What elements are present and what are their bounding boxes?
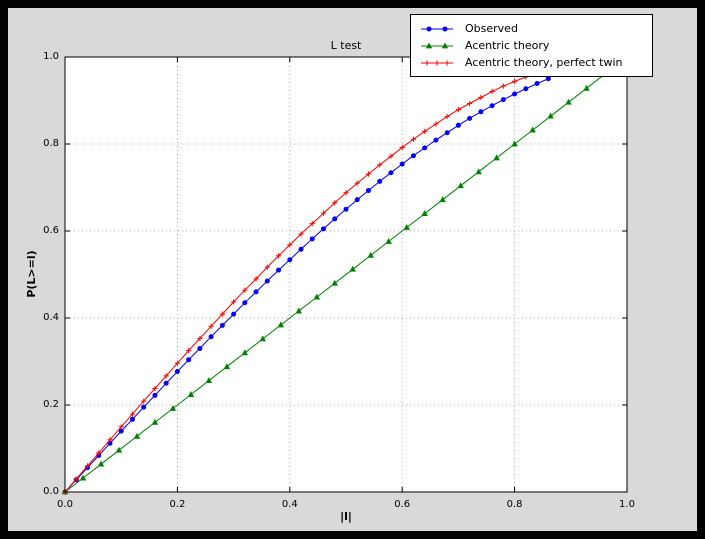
legend-label-observed: Observed xyxy=(465,22,518,35)
y-tick-label: 0.6 xyxy=(43,225,59,236)
y-tick-label: 0.8 xyxy=(43,138,59,149)
legend: Observed Acentric theory Acentric theory… xyxy=(410,14,653,77)
chart-canvas xyxy=(61,56,628,495)
y-tick-label: 0.2 xyxy=(43,399,59,410)
legend-item-observed: Observed xyxy=(419,20,644,37)
x-tick-label: 1.0 xyxy=(619,499,635,510)
x-tick-label: 0.0 xyxy=(57,499,73,510)
y-tick-label: 0.0 xyxy=(43,486,59,497)
legend-label-perfect-twin: Acentric theory, perfect twin xyxy=(465,56,623,69)
figure: L test |l| P(L>=l) Observed Acentric the… xyxy=(8,8,697,531)
legend-label-acentric-theory: Acentric theory xyxy=(465,39,550,52)
legend-key-perfect-twin-icon xyxy=(421,59,453,66)
x-tick-label: 0.2 xyxy=(169,499,186,510)
x-tick-label: 0.6 xyxy=(394,499,411,510)
x-tick-label: 0.4 xyxy=(281,499,298,510)
y-tick-label: 0.4 xyxy=(43,312,59,323)
y-tick-label: 1.0 xyxy=(43,51,59,62)
chart-title: L test xyxy=(330,39,362,52)
y-axis-label: P(L>=l) xyxy=(25,250,38,298)
legend-item-acentric-theory: Acentric theory xyxy=(419,37,644,54)
x-axis-label: |l| xyxy=(340,510,352,523)
legend-item-perfect-twin: Acentric theory, perfect twin xyxy=(419,54,644,71)
legend-key-observed-icon xyxy=(421,26,453,31)
x-tick-label: 0.8 xyxy=(506,499,523,510)
legend-key-acentric-theory-icon xyxy=(421,42,453,48)
